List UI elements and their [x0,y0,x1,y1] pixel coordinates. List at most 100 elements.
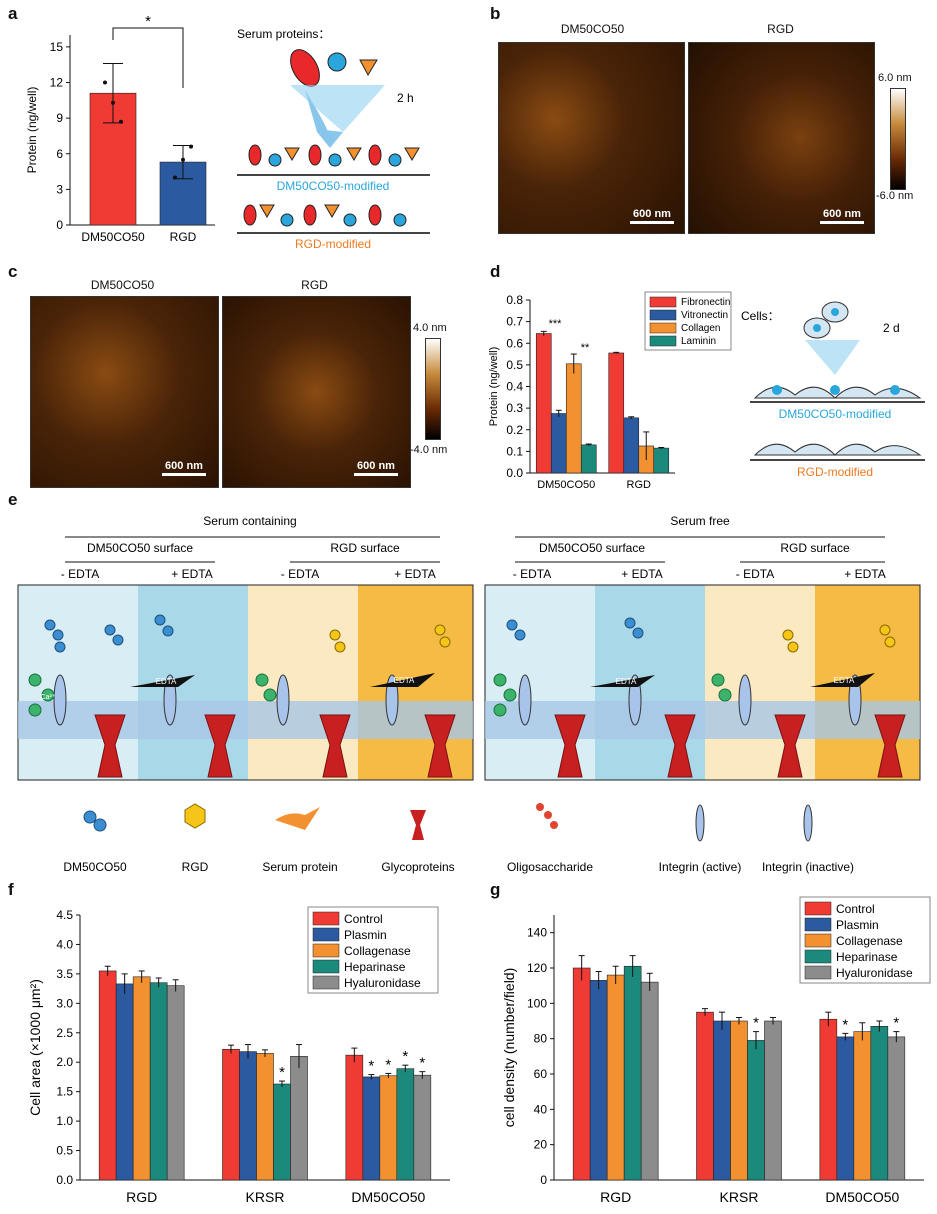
serum-protein-icon [275,807,320,830]
chart-d: 0.0 0.1 0.2 0.3 0.4 0.5 0.6 0.7 0.8 DM50CO50 RGD **… [488,291,732,490]
sig-star: * [419,1055,425,1072]
data-point [119,119,123,124]
scalebar-b-right: 600 nm [820,208,864,224]
data-point [181,157,185,162]
bar [290,1056,308,1181]
bar [362,1076,381,1181]
bar [623,965,642,1181]
bar [166,985,185,1181]
legend-swatch [804,949,832,964]
afm-b-left-label: DM50CO50 [560,22,625,36]
afm-image-b-dm [498,42,685,234]
bar [819,1018,838,1181]
legend-label: Heparinase [344,960,406,974]
x-tick-label: DM50CO50 [537,479,595,490]
panel-a-time: 2 h [397,91,414,105]
bar [396,1068,415,1181]
y-tick-label: 0.0 [56,1173,73,1187]
edta-label-3: EDTA [616,677,637,686]
y-tick-label: 2.0 [56,1055,73,1069]
afm-image-b-rgd [688,42,875,234]
y-tick-label: 0.3 [506,401,523,415]
y-tick-label: 140 [527,926,547,940]
legend-rgd: RGD [182,860,209,874]
e-label-2: + EDTA [171,567,212,581]
legend-label: Heparinase [836,950,898,964]
chart-f: 0.0 0.5 1.0 1.5 2.0 2.5 3.0 3.5 4.0 4.5 RGD * KRSR * *… [27,906,450,1205]
integrin-inactive-icon [803,804,813,842]
legend-swatch [804,917,832,932]
y-tick-label: 3.0 [56,996,73,1010]
bar [565,363,582,474]
panel-c-letter: c [8,262,18,281]
y-tick-label: 100 [527,996,547,1010]
legend-label: Collagenase [344,944,411,958]
sig-annotation: ** [581,342,590,354]
serum-protein-orange-icon [359,59,378,77]
chart-a: 0 3 6 9 12 15 DM50CO50 RGD * Protein (ng/well) [25,13,215,244]
legend-swatch [804,933,832,948]
legend-integrin-inactive: Integrin (inactive) [762,860,854,874]
y-tick-label: 0.0 [506,466,523,480]
y-tick-label: 3.5 [56,967,73,981]
legend-serum: Serum protein [262,860,337,874]
panel-b-letter: b [490,4,501,23]
bar [115,983,134,1181]
sig-star: * [893,1015,899,1032]
rgd-hex-icons [329,624,896,653]
legend-label: Collagen [681,323,720,334]
bar [713,1020,731,1181]
legend-label: Hyaluronidase [836,966,913,980]
legend-label: Plasmin [344,928,387,942]
y-tick-label: 0.8 [506,293,523,307]
colorbar-c-top: 4.0 nm [413,322,447,334]
bar [413,1074,432,1181]
dm-surface-label-1: DM50CO50 surface [87,541,193,555]
panel-e-schematic: Serum containing Serum free DM50CO50 sur… [17,514,921,874]
bar [606,974,625,1181]
rgd-surface-label-2: RGD surface [780,541,850,555]
edta-label-1: EDTA [156,677,177,686]
bar [747,1040,765,1181]
x-tick-label: RGD [600,1189,631,1205]
dm-polymer-icons [44,614,644,653]
dm-modified-label: DM50CO50-modified [277,179,390,193]
d-rgd-modified-label: RGD-modified [797,465,873,479]
dm-surface-proteins [248,144,420,167]
legend-label: Hyaluronidase [344,976,421,990]
x-tick-label: DM50CO50 [81,230,145,244]
edta-wedges [130,673,875,687]
y-tick-label: 4.5 [56,908,73,922]
bar [535,333,552,474]
rgd-icon [184,803,206,829]
y-axis-label: Protein (ng/well) [25,87,39,174]
y-tick-label: 3 [56,182,63,196]
bar [273,1083,291,1181]
serum-protein-blue-icon [327,52,347,72]
dm-surface-label-2: DM50CO50 surface [539,541,645,555]
x-tick-label: DM50CO50 [351,1189,425,1205]
y-tick-label: 0.1 [506,444,523,458]
legend-icons [83,803,813,842]
afm-image-c-dm [30,296,219,488]
bar [222,1048,240,1181]
y-axis-label: Cell area (×1000 μm²) [27,979,43,1116]
e-label-4: + EDTA [394,567,435,581]
y-tick-label: 0.2 [506,423,523,437]
y-tick-label: 1.0 [56,1114,73,1128]
chart-g: 0 20 40 60 80 100 120 140 RGD * KRSR * * DM50CO50 cell… [501,896,931,1205]
afm-c-left-label: DM50CO50 [90,278,155,292]
colorbar-b-top: 6.0 nm [878,72,912,84]
afm-c-right-label: RGD [301,278,328,292]
e-label-8: + EDTA [844,567,885,581]
rgd-surface-label-1: RGD surface [330,541,400,555]
legend-label: Vitronectin [681,310,728,321]
y-tick-label: 12 [50,76,64,90]
sig-star: * [279,1064,285,1081]
y-axis-label: cell density (number/field) [501,968,517,1128]
integrin-icons [53,674,862,726]
scalebar-b-left: 600 nm [630,208,674,224]
bar [730,1020,748,1181]
y-tick-label: 9 [56,111,63,125]
legend-swatch [312,975,340,990]
